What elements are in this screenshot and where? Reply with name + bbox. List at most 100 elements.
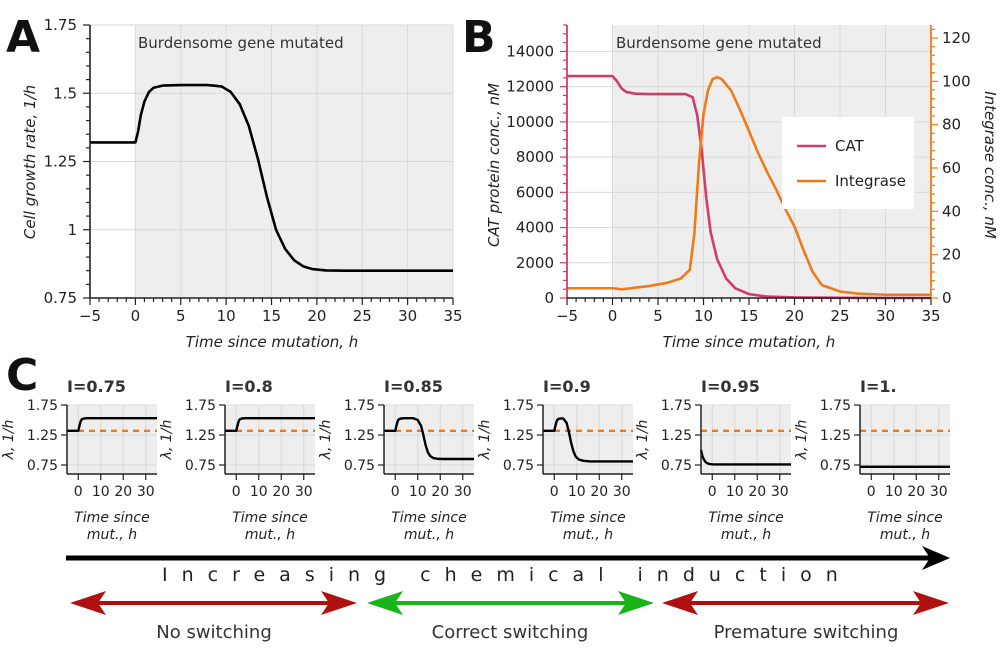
panel-c-y-tick-label: 1.25: [661, 428, 692, 444]
panel-c-subplot-title: I=1.: [860, 377, 897, 396]
panel-b-ylabel-right: Integrase conc., nM: [981, 91, 999, 239]
panel-c-x-tick-label: 20: [907, 484, 925, 500]
panel-c-plot-area: [225, 405, 315, 474]
panel-c-subplot-title: I=0.75: [67, 377, 126, 396]
panel-b: B Burdensome gene mutated −5 0 5 10 15 20 25 30…: [462, 12, 999, 351]
panel-a-y-tick-label: 1.25: [44, 153, 77, 171]
panel-a-x-tick-label: 20: [307, 307, 326, 325]
panel-b-x-tick-label: −5: [556, 307, 578, 325]
panel-b-left-tick-label: 8000: [516, 148, 554, 166]
panel-c-xlabel-line2: mut., h: [721, 527, 771, 543]
panel-c-ylabel: λ, 1/h: [159, 420, 175, 461]
panel-c-ylabel: λ, 1/h: [794, 420, 810, 461]
panel-a-y-tick-label: 0.75: [44, 289, 77, 307]
panel-c-xlabel-line1: Time since: [74, 510, 150, 526]
panel-c-x-tick-label: 10: [92, 484, 110, 500]
panel-c-x-tick-label: 0: [708, 484, 717, 500]
panel-b-right-tick-label: 100: [942, 72, 971, 90]
panel-b-x-tick-label: 15: [739, 307, 758, 325]
panel-c-y-tick-label: 0.75: [820, 458, 851, 474]
panel-a-y-tick-label: 1.75: [44, 16, 77, 34]
panel-b-left-tick-label: 14000: [506, 42, 554, 60]
panel-c-xlabel-line2: mut., h: [245, 527, 295, 543]
panel-c-growth-line: [67, 417, 157, 432]
panel-b-right-tick-label: 80: [942, 116, 961, 134]
panel-b-shade-label: Burdensome gene mutated: [616, 34, 822, 52]
panel-c-xlabel-line1: Time since: [391, 510, 467, 526]
panel-c-y-tick-label: 0.75: [661, 458, 692, 474]
panel-c-ylabel: λ, 1/h: [635, 420, 651, 461]
panel-c-subplot-title: I=0.9: [543, 377, 591, 396]
legend-box: [782, 117, 914, 209]
panel-c-plot-area: [860, 405, 950, 474]
panel-b-x-tick-label: 10: [694, 307, 713, 325]
panel-c-x-tick-label: 20: [272, 484, 290, 500]
panel-c-x-tick-label: 10: [250, 484, 268, 500]
panel-b-left-tick-label: 12000: [506, 78, 554, 96]
panel-c-xlabel-line1: Time since: [232, 510, 308, 526]
panel-c-x-tick-label: 30: [613, 484, 631, 500]
panel-c-xlabel-line1: Time since: [708, 510, 784, 526]
panel-c-y-tick-label: 1.75: [27, 398, 58, 414]
panel-a-ylabel: Cell growth rate, 1/h: [21, 85, 39, 239]
panel-b-left-tick-label: 4000: [516, 219, 554, 237]
panel-a-growth-line: [90, 83, 453, 272]
panel-c-subplot: I=0.8 0 10 20 30 0.75 1.25 1.75 λ, 1/h Time since…: [159, 377, 315, 543]
panel-b-x-tick-label: 0: [608, 307, 618, 325]
panel-b-right-tick-label: 60: [942, 159, 961, 177]
regime-correct-switching-label: Correct switching: [432, 622, 589, 643]
panel-c-x-tick-label: 10: [568, 484, 586, 500]
panel-c-y-tick-label: 0.75: [185, 458, 216, 474]
panel-c-subplot: I=0.95 0 10 20 30 0.75 1.25 1.75 λ, 1/h Time sinc…: [635, 377, 791, 543]
panel-c-x-tick-label: 20: [431, 484, 449, 500]
panel-b-legend: CAT Integrase: [782, 117, 914, 209]
panel-c-x-tick-label: 0: [74, 484, 83, 500]
panel-c-plot-area: [67, 405, 157, 474]
panel-c-subplot-title: I=0.8: [225, 377, 273, 396]
panel-c-growth-line: [225, 417, 315, 432]
panel-b-x-tick-label: 20: [785, 307, 804, 325]
panel-c-y-tick-label: 1.25: [503, 428, 534, 444]
panel-b-left-tick-label: 2000: [516, 254, 554, 272]
panel-b-x-tick-label: 35: [921, 307, 940, 325]
panel-c-x-tick-label: 30: [454, 484, 472, 500]
panel-c-y-tick-label: 1.75: [344, 398, 375, 414]
panel-c-subplot: I=1. 0 10 20 30 0.75 1.25 1.75 λ, 1/h Time sincem…: [794, 377, 950, 543]
panel-a-x-tick-label: 25: [353, 307, 372, 325]
panel-b-right-tick-label: 0: [942, 289, 952, 307]
panel-b-x-tick-label: 25: [830, 307, 849, 325]
panel-c-subplot-title: I=0.85: [384, 377, 443, 396]
panel-c-growth-line: [543, 417, 633, 463]
panel-b-x-tick-label: 5: [653, 307, 663, 325]
panel-a-y-tick-label: 1.5: [53, 84, 77, 102]
panel-c-y-tick-label: 0.75: [503, 458, 534, 474]
regime-no-switching-label: No switching: [156, 622, 272, 643]
panel-b-right-tick-label: 120: [942, 29, 971, 47]
panel-a-x-tick-label: 10: [217, 307, 236, 325]
panel-c-x-tick-label: 20: [748, 484, 766, 500]
panel-b-cat-line: [567, 74, 932, 300]
panel-c-x-tick-label: 10: [885, 484, 903, 500]
panel-c-x-tick-label: 30: [137, 484, 155, 500]
panel-c-subplot-title: I=0.95: [701, 377, 760, 396]
panel-a-y-tick-label: 1: [67, 221, 77, 239]
panel-a-xlabel: Time since mutation, h: [186, 333, 359, 351]
panel-b-left-tick-label: 10000: [506, 113, 554, 131]
induction-annotation: Increasing chemical induction No switchi…: [66, 546, 950, 643]
panel-c-x-tick-label: 30: [295, 484, 313, 500]
panel-b-xlabel: Time since mutation, h: [663, 333, 836, 351]
panel-c-subplot: I=0.75 0 10 20 30 0.75 1.25 1.75 λ, 1/h Time sinc…: [1, 377, 157, 543]
panel-c-growth-line: [699, 449, 791, 466]
panel-a-x-tick-label: 0: [131, 307, 141, 325]
panel-b-right-tick-label: 40: [942, 202, 961, 220]
panel-c-y-tick-label: 1.25: [185, 428, 216, 444]
panel-c-xlabel-line1: Time since: [867, 510, 943, 526]
panel-c-y-tick-label: 1.25: [820, 428, 851, 444]
panel-c-x-tick-label: 10: [726, 484, 744, 500]
panel-c-x-tick-label: 30: [771, 484, 789, 500]
panel-b-left-tick-label: 0: [544, 289, 554, 307]
panel-c-subplot: I=0.9 0 10 20 30 0.75 1.25 1.75 λ, 1/h Time since…: [477, 377, 633, 543]
panel-b-ylabel-left: CAT protein conc., nM: [485, 83, 503, 247]
